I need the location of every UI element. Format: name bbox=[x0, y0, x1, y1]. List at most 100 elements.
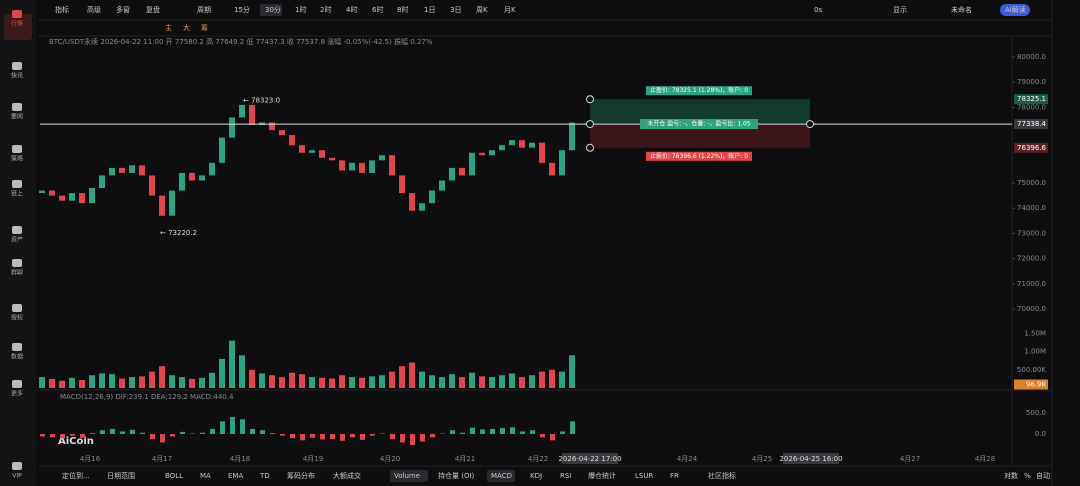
macd-bar bbox=[430, 434, 435, 438]
toolbar-item[interactable]: 周K bbox=[476, 6, 488, 14]
toolbar-item[interactable]: 指标 bbox=[55, 5, 69, 14]
sidebar-icon[interactable] bbox=[12, 343, 22, 351]
toolbar-item[interactable]: 4时 bbox=[346, 5, 357, 14]
bottom-item[interactable]: EMA bbox=[228, 472, 243, 480]
macd-bar bbox=[180, 431, 185, 434]
toolbar-item[interactable]: 8时 bbox=[397, 5, 408, 14]
toolbar-item[interactable]: 1日 bbox=[424, 6, 435, 14]
sidebar-icon[interactable] bbox=[12, 259, 22, 267]
toolbar-right[interactable]: 0s bbox=[814, 6, 822, 14]
toolbar-item[interactable]: 复盘 bbox=[146, 5, 160, 14]
toolbar-right[interactable]: AI解读 bbox=[1005, 5, 1026, 14]
bottom-tab[interactable]: Volume bbox=[394, 472, 420, 480]
bottom-right[interactable]: 自动 bbox=[1036, 471, 1050, 480]
y-tick-label: 1.50M bbox=[1024, 329, 1046, 337]
toolbar-item[interactable]: 30分 bbox=[265, 5, 281, 14]
sidebar-icon[interactable] bbox=[12, 103, 22, 111]
macd-bar bbox=[410, 434, 415, 445]
bottom-right[interactable]: 对数 bbox=[1004, 471, 1018, 480]
volume-bar bbox=[499, 375, 505, 388]
bottom-item[interactable]: 筹码分布 bbox=[287, 471, 315, 480]
candle bbox=[159, 195, 165, 216]
bottom-tab[interactable]: MACD bbox=[491, 472, 512, 480]
volume-bar bbox=[269, 375, 275, 388]
macd-bar bbox=[80, 434, 85, 438]
candle bbox=[539, 142, 545, 163]
bottom-tab[interactable]: 持仓量 (OI) bbox=[438, 471, 475, 480]
bottom-tab[interactable]: 爆仓统计 bbox=[588, 471, 616, 480]
candle bbox=[149, 175, 155, 196]
macd-bar bbox=[200, 432, 205, 434]
y-tick-label: 79000.0 bbox=[1017, 78, 1046, 86]
bottom-tab[interactable]: RSI bbox=[560, 472, 571, 480]
handle[interactable] bbox=[586, 95, 594, 104]
x-tick-label: 2026-04-22 17:00 bbox=[558, 455, 621, 463]
macd-bar bbox=[340, 434, 345, 441]
sidebar-icon[interactable] bbox=[12, 304, 22, 312]
volume-bar bbox=[139, 376, 145, 388]
sidebar-icon[interactable] bbox=[12, 62, 22, 70]
bottom-item[interactable]: 日期范围 bbox=[107, 471, 135, 480]
sidebar-label[interactable]: 链上 bbox=[11, 190, 23, 198]
sidebar-label[interactable]: VIP bbox=[12, 473, 22, 480]
bottom-tab[interactable]: LSUR bbox=[635, 472, 653, 480]
bottom-item[interactable]: 定位到... bbox=[62, 471, 90, 480]
price-marker bbox=[1014, 94, 1048, 105]
sidebar-label[interactable]: 数据 bbox=[11, 353, 23, 361]
bottom-item[interactable]: TD bbox=[259, 472, 270, 480]
volume-bar bbox=[349, 377, 355, 388]
drawing-tool[interactable]: 大 bbox=[183, 23, 190, 32]
y-tick-label: 75000.0 bbox=[1017, 179, 1046, 187]
toolbar-right[interactable]: 显示 bbox=[893, 6, 907, 14]
bottom-tab[interactable]: KDJ bbox=[530, 472, 542, 480]
handle[interactable] bbox=[806, 120, 814, 129]
x-tick-label: 4月19 bbox=[303, 455, 323, 463]
sidebar-label[interactable]: 群聊 bbox=[11, 269, 23, 277]
sidebar-icon[interactable] bbox=[12, 226, 22, 234]
macd-bar bbox=[130, 429, 135, 434]
toolbar-item[interactable]: 3日 bbox=[450, 6, 461, 14]
sidebar-icon[interactable] bbox=[12, 10, 22, 18]
toolbar-item[interactable]: 15分 bbox=[234, 5, 250, 14]
sidebar-label[interactable]: 授权 bbox=[11, 314, 23, 322]
sidebar-label[interactable]: 行情 bbox=[11, 20, 23, 28]
macd-bar bbox=[160, 434, 165, 443]
bottom-tab[interactable]: 社区指标 bbox=[708, 471, 736, 480]
bottom-item[interactable]: BOLL bbox=[165, 472, 183, 480]
y-tick-label: 73000.0 bbox=[1017, 229, 1046, 237]
toolbar-item[interactable]: 月K bbox=[504, 6, 516, 14]
toolbar-item[interactable]: 多窗 bbox=[116, 5, 130, 14]
sidebar-icon[interactable] bbox=[12, 462, 22, 470]
x-tick-label: 4月20 bbox=[380, 455, 400, 463]
volume-bar bbox=[239, 355, 245, 388]
sidebar-label[interactable]: 资产 bbox=[11, 236, 23, 244]
bottom-item[interactable]: MA bbox=[200, 472, 211, 480]
handle[interactable] bbox=[586, 120, 594, 129]
macd-bar bbox=[40, 434, 45, 437]
toolbar-item[interactable]: 高级 bbox=[87, 5, 101, 14]
bottom-tab[interactable]: FR bbox=[670, 472, 679, 480]
sidebar-label[interactable]: 要闻 bbox=[11, 113, 23, 121]
volume-bar bbox=[189, 378, 195, 388]
sidebar-icon[interactable] bbox=[12, 145, 22, 153]
toolbar-item[interactable]: 6时 bbox=[372, 5, 383, 14]
drawing-tool[interactable]: 主 bbox=[165, 23, 172, 32]
sidebar-label[interactable]: 更多 bbox=[11, 390, 23, 398]
toolbar-item[interactable]: 周期 bbox=[197, 6, 211, 14]
drawing-tool[interactable]: 筹 bbox=[201, 23, 208, 32]
volume-bar bbox=[399, 366, 405, 388]
bottom-item[interactable]: 大额成交 bbox=[333, 471, 361, 480]
sidebar-icon[interactable] bbox=[12, 380, 22, 388]
toolbar-item[interactable]: 2时 bbox=[320, 5, 331, 14]
status-label: 未开仓 盈亏: -，仓量: -，盈亏比: 1.05 bbox=[647, 120, 751, 128]
bottom-right[interactable]: % bbox=[1024, 472, 1031, 480]
toolbar-item[interactable]: 1时 bbox=[295, 5, 306, 14]
sidebar-label[interactable]: 快讯 bbox=[11, 72, 23, 80]
candle bbox=[189, 172, 195, 181]
high-label: ← 78323.0 bbox=[243, 96, 280, 104]
sidebar-label[interactable]: 策略 bbox=[11, 155, 23, 163]
toolbar-right[interactable]: 未命名 bbox=[951, 5, 972, 14]
handle[interactable] bbox=[586, 143, 594, 152]
sidebar-icon[interactable] bbox=[12, 180, 22, 188]
candle bbox=[529, 142, 535, 148]
